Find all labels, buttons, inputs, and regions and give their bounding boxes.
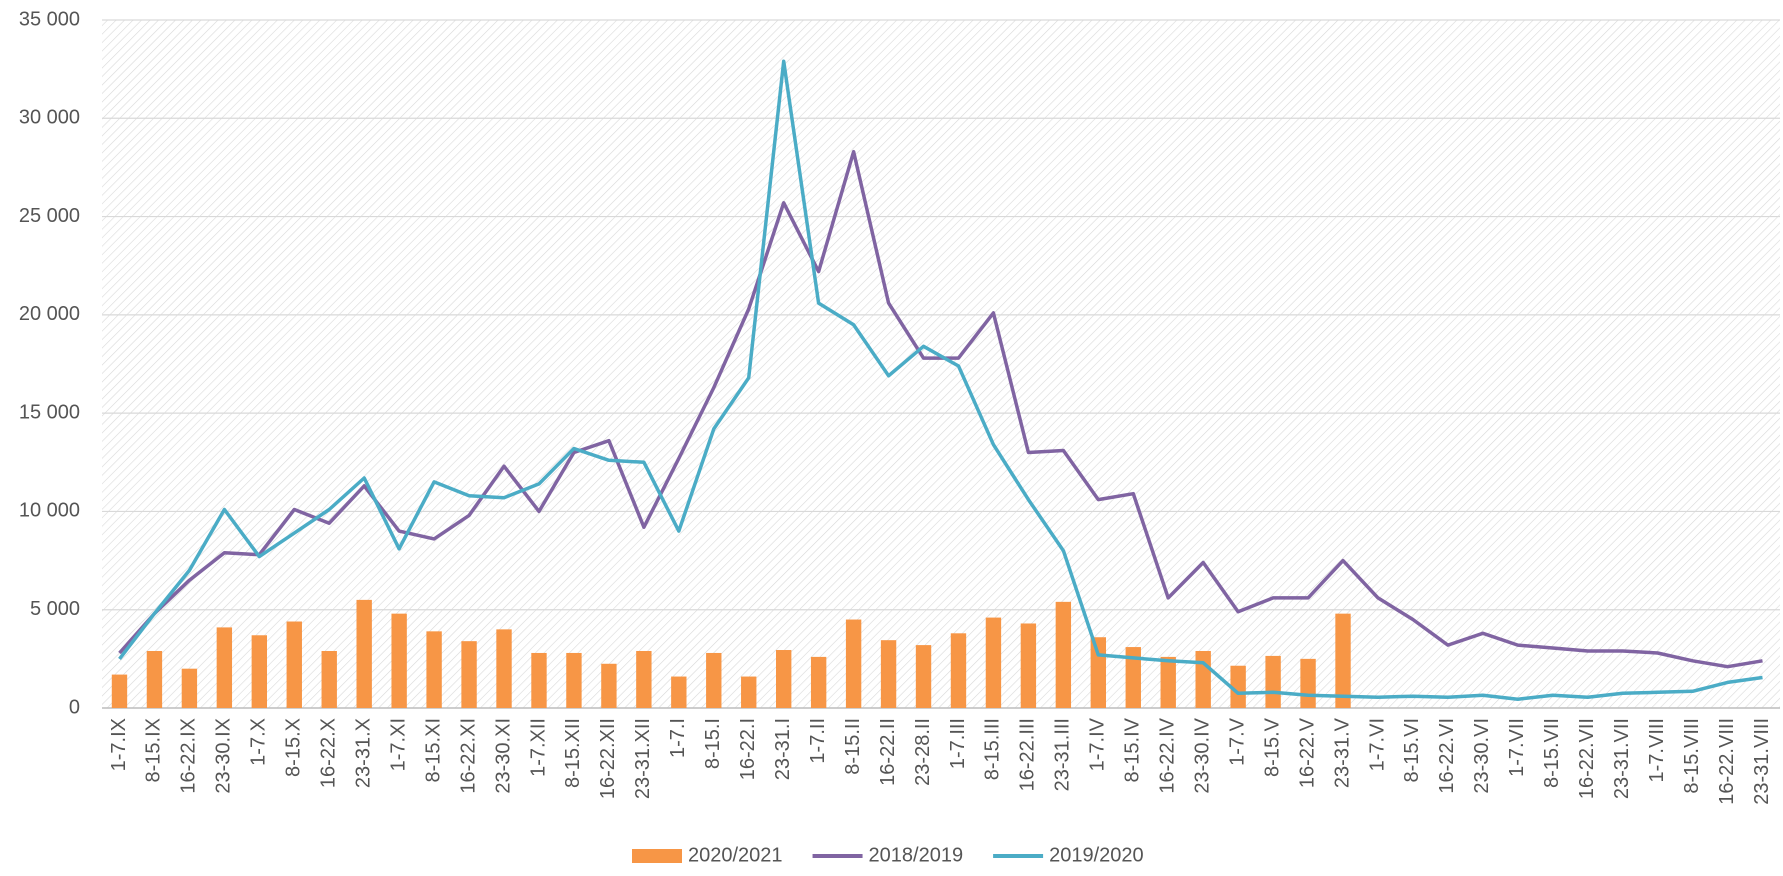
x-tick-label: 1-7.VII (1506, 718, 1528, 777)
x-tick-label: 1-7.IV (1087, 717, 1109, 771)
x-tick-label: 8-15.IX (143, 718, 165, 782)
x-tick-label: 8-15.II (842, 718, 864, 775)
x-tick-label: 23-31.I (772, 718, 794, 780)
bar (216, 627, 233, 708)
x-tick-label: 1-7.I (667, 718, 689, 758)
bar (741, 676, 757, 708)
x-tick-label: 23-30.VI (1471, 718, 1493, 794)
x-tick-label: 8-15.IV (1122, 717, 1144, 782)
x-tick-label: 16-22.XI (457, 718, 479, 794)
x-tick-label: 16-22.XII (597, 718, 619, 799)
x-tick-label: 8-15.XII (562, 718, 584, 788)
x-tick-label: 23-31.V (1331, 717, 1353, 788)
bar (391, 613, 407, 708)
bar (1265, 655, 1281, 708)
bar (706, 652, 722, 708)
x-tick-label: 1-7.XI (387, 718, 409, 771)
x-tick-label: 23-30.IX (213, 718, 235, 794)
legend-label: 2018/2019 (869, 844, 964, 866)
bar (251, 635, 268, 708)
legend-swatch (632, 849, 682, 863)
bar (601, 663, 617, 708)
x-tick-label: 23-31.VIII (1751, 718, 1773, 805)
x-tick-label: 1-7.III (947, 718, 969, 769)
line-series (118, 59, 1763, 701)
y-tick-label: 25 000 (19, 205, 80, 227)
x-tick-label: 16-22.IX (178, 718, 200, 794)
x-tick-label: 16-22.VIII (1716, 718, 1738, 805)
x-tick-label: 8-15.VI (1401, 718, 1423, 782)
bar (426, 631, 442, 708)
x-tick-label: 1-7.IX (108, 718, 130, 771)
x-tick-label: 8-15.XI (422, 718, 444, 782)
y-tick-label: 30 000 (19, 107, 80, 129)
x-tick-label: 23-31.VII (1611, 718, 1633, 799)
bar (356, 599, 372, 708)
bar (321, 650, 337, 708)
x-tick-label: 23-30.IV (1191, 717, 1213, 793)
bar (880, 640, 897, 708)
bar (461, 641, 477, 708)
x-tick-label: 23-28.II (912, 718, 934, 786)
x-tick-label: 16-22.II (877, 718, 899, 786)
bar (531, 652, 547, 708)
bar (1195, 650, 1211, 708)
y-tick-label: 10 000 (19, 500, 80, 522)
x-tick-label: 1-7.X (248, 718, 270, 766)
bar (1335, 613, 1351, 708)
x-tick-label: 8-15.I (702, 718, 724, 769)
bar (985, 617, 1002, 708)
y-tick-label: 0 (69, 696, 80, 718)
x-tick-label: 1-7.VI (1366, 718, 1388, 771)
bar (636, 650, 652, 708)
bar (845, 619, 862, 708)
bar (181, 668, 198, 708)
bar (1300, 658, 1316, 708)
bar (915, 645, 932, 708)
y-tick-label: 35 000 (19, 8, 80, 30)
x-tick-label: 1-7.II (807, 718, 829, 764)
x-tick-label: 8-15.III (982, 718, 1004, 780)
legend-label: 2019/2020 (1049, 844, 1144, 866)
x-tick-label: 16-22.VII (1576, 718, 1598, 799)
x-tick-label: 16-22.III (1017, 718, 1039, 791)
x-tick-label: 8-15.VIII (1681, 718, 1703, 794)
bar (950, 633, 967, 708)
x-tick-label: 16-22.I (737, 718, 759, 780)
x-tick-label: 16-22.IV (1157, 717, 1179, 793)
x-tick-label: 1-7.VIII (1646, 718, 1668, 782)
bar (775, 650, 792, 708)
bar (1055, 601, 1072, 708)
x-tick-label: 8-15.VII (1541, 718, 1563, 788)
x-tick-label: 23-31.X (352, 718, 374, 788)
bar (671, 676, 687, 708)
bar (1090, 637, 1107, 708)
x-tick-label: 1-7.XII (527, 718, 549, 777)
bar (1230, 665, 1246, 708)
legend-label: 2020/2021 (688, 844, 783, 866)
bar (146, 650, 163, 708)
x-tick-label: 16-22.X (318, 718, 340, 788)
bar (566, 652, 582, 708)
x-tick-label: 8-15.X (283, 718, 305, 777)
plot-background (102, 20, 1780, 708)
x-tick-label: 16-22.V (1296, 717, 1318, 788)
bar (1125, 647, 1141, 708)
y-tick-label: 5 000 (30, 598, 80, 620)
y-tick-label: 20 000 (19, 303, 80, 325)
bar (810, 656, 827, 708)
bar (496, 629, 512, 708)
bar (286, 621, 302, 708)
y-tick-label: 15 000 (19, 401, 80, 423)
bar (1160, 656, 1176, 708)
x-tick-label: 23-31.XII (632, 718, 654, 799)
x-tick-label: 16-22.VI (1436, 718, 1458, 794)
x-tick-label: 8-15.V (1261, 717, 1283, 777)
x-tick-label: 1-7.V (1226, 717, 1248, 765)
bar (1020, 623, 1037, 708)
x-tick-label: 23-31.III (1052, 718, 1074, 791)
bar (111, 674, 128, 708)
x-tick-label: 23-30.XI (492, 718, 514, 794)
